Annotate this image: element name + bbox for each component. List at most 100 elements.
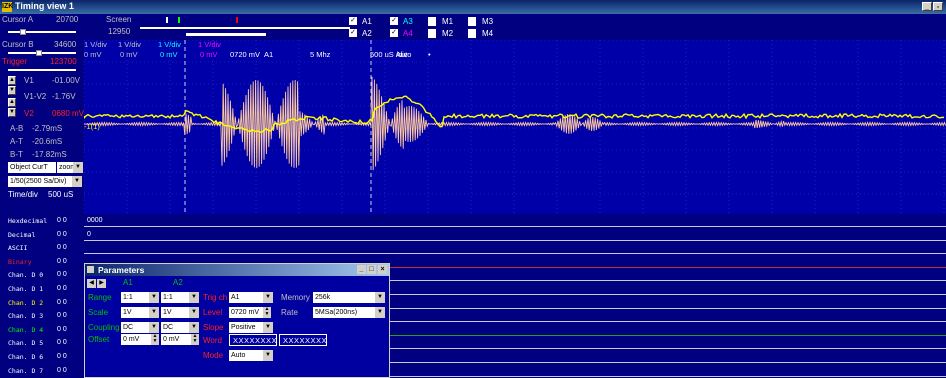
- window-titlebar: IZK Timing view 1 _ ▫: [0, 0, 946, 14]
- v1-down-button[interactable]: ▼: [8, 86, 16, 95]
- slope-select[interactable]: Positive ▼: [229, 322, 273, 333]
- ch4-offset-label: 0 mV: [200, 50, 218, 59]
- ch2-volt-label: 1 V/div: [118, 40, 141, 49]
- parameters-titlebar: Parameters _ □ ×: [85, 264, 389, 276]
- chevron-down-icon: ▼: [375, 292, 385, 303]
- chevron-down-icon: ▼: [149, 322, 159, 333]
- channel-m1-label: M1: [442, 17, 453, 26]
- mode-select[interactable]: Auto ▼: [229, 350, 273, 361]
- range-a2-select[interactable]: 1:1 ▼: [161, 292, 199, 303]
- chevron-down-icon: ▼: [263, 322, 273, 333]
- memory-select[interactable]: 256k ▼: [313, 292, 385, 303]
- prev-arrow-icon[interactable]: ◀: [87, 279, 96, 288]
- range-label: Range: [88, 293, 112, 302]
- channel-m3-label: M3: [482, 17, 493, 26]
- scale-a2-select[interactable]: 1V ▼: [161, 307, 199, 318]
- close-icon[interactable]: ▫: [933, 2, 943, 11]
- logic-row-value: 0 0: [57, 367, 67, 374]
- object-select[interactable]: Object CurT: [8, 162, 56, 173]
- channel-a1-checkbox[interactable]: ✓: [349, 17, 357, 25]
- logic-row-value: 0 0: [57, 299, 67, 306]
- cursor-a-slider-thumb[interactable]: [20, 29, 26, 35]
- channel-a3-checkbox[interactable]: ✓: [390, 17, 398, 25]
- logic-row-label: Chan. D 1: [8, 285, 43, 293]
- close-icon[interactable]: ×: [378, 265, 387, 274]
- screen-window-bar: [186, 33, 266, 36]
- logic-row-trace: [84, 240, 946, 241]
- level-input[interactable]: 0720 mV: [229, 307, 263, 318]
- memory-label: Memory: [281, 293, 310, 302]
- offset-a1-value: 0 mV: [123, 336, 139, 343]
- window-title: Timing view 1: [15, 1, 74, 11]
- offset-a1-spinner[interactable]: ▲ ▼: [151, 334, 159, 345]
- channel-m2-toggle[interactable]: [428, 29, 436, 38]
- bt-value: -17.82mS: [32, 150, 67, 159]
- coupling-a1-select[interactable]: DC ▼: [121, 322, 159, 333]
- maximize-icon[interactable]: □: [367, 265, 376, 274]
- ch3-volt-label: 1 V/div: [158, 40, 181, 49]
- trigger-slider[interactable]: [8, 69, 76, 71]
- channel-m1-toggle[interactable]: [428, 17, 436, 26]
- scale-a1-value: 1V: [123, 309, 132, 316]
- channel-a4-checkbox[interactable]: ✓: [390, 29, 398, 37]
- logic-row-label: Chan. D 3: [8, 312, 43, 320]
- offset-a2-input[interactable]: 0 mV: [161, 334, 191, 345]
- channel-m4-toggle[interactable]: [468, 29, 476, 38]
- screen-marker-b: [178, 17, 180, 23]
- logic-row-value: 0 0: [57, 244, 67, 251]
- word-a-field[interactable]: XXXXXXXX: [229, 334, 277, 346]
- minimize-icon[interactable]: _: [357, 265, 366, 274]
- logic-row-label: Decimal: [8, 231, 35, 239]
- coupling-a2-select[interactable]: DC ▼: [161, 322, 199, 333]
- top-control-bar: Cursor A 20700 Screen 12950 ✓ A1 ✓ A2 ✓ …: [0, 14, 946, 40]
- logic-row-trace: [84, 253, 946, 254]
- channel-a2-label: A2: [362, 29, 372, 38]
- trigger-channel-readout: A1: [264, 50, 273, 59]
- offset-a1-input[interactable]: 0 mV: [121, 334, 151, 345]
- range-a1-select[interactable]: 1:1 ▼: [121, 292, 159, 303]
- rate-value: 5MSa(200ns): [315, 309, 357, 316]
- v1-up-button[interactable]: ▲: [8, 76, 16, 85]
- logic-row-value: 0 0: [57, 231, 67, 238]
- ab-label: A-B: [10, 124, 23, 133]
- app-icon: IZK: [2, 2, 12, 12]
- offset-a2-spinner[interactable]: ▲ ▼: [191, 334, 199, 345]
- range-a2-value: 1:1: [163, 294, 173, 301]
- logic-row-value: 0 0: [57, 285, 67, 292]
- v2-value: 0680 mV: [52, 109, 84, 118]
- cursor-b-value: 34600: [54, 40, 76, 49]
- minimize-icon[interactable]: _: [922, 2, 932, 11]
- v2-up-button[interactable]: ▲: [8, 98, 16, 107]
- v2-down-button[interactable]: ▼: [8, 108, 16, 117]
- channel-a2-checkbox[interactable]: ✓: [349, 29, 357, 37]
- v1v2-label: V1-V2: [24, 92, 46, 101]
- chevron-down-icon: ▼: [263, 350, 273, 361]
- level-spinner[interactable]: ▲ ▼: [263, 307, 271, 318]
- ch1-offset-label: 0 mV: [84, 50, 102, 59]
- oscilloscope-display[interactable]: 1 V/div 0 mV 1 V/div 0 mV 1 V/div 0 mV 1…: [84, 40, 946, 214]
- at-value: -20.6mS: [32, 137, 62, 146]
- channel-m3-toggle[interactable]: [468, 17, 476, 26]
- trigger-value: 123700: [50, 57, 77, 66]
- logic-row-label: Chan. D 7: [8, 367, 43, 375]
- screen-label: Screen: [106, 15, 131, 24]
- channel-a4-label: A4: [403, 29, 413, 38]
- chevron-down-icon: ▼: [263, 292, 273, 303]
- trig-ch-select[interactable]: A1 ▼: [229, 292, 273, 303]
- chevron-down-icon: ▼: [73, 162, 83, 173]
- channel-a1-label: A1: [362, 17, 372, 26]
- next-arrow-icon[interactable]: ▶: [97, 279, 106, 288]
- zoom-select[interactable]: zoom ▼: [57, 162, 83, 173]
- logic-row-value: 0 0: [57, 339, 67, 346]
- trig-ch-label: Trig ch: [203, 293, 227, 302]
- cursor-b-slider-thumb[interactable]: [36, 50, 42, 56]
- ch2-offset-label: 0 mV: [120, 50, 138, 59]
- logic-row-label: Chan. D 5: [8, 339, 43, 347]
- cursor-b-slider[interactable]: [8, 52, 76, 54]
- cursor-a-slider[interactable]: [8, 31, 76, 33]
- screen-slider[interactable]: [140, 27, 350, 29]
- rate-select[interactable]: 5MSa(200ns) ▼: [313, 307, 385, 318]
- word-b-field[interactable]: XXXXXXXX: [279, 334, 327, 346]
- sample-rate-select[interactable]: 1/50(2500 Sa/Div) ▼: [8, 176, 82, 187]
- scale-a1-select[interactable]: 1V ▼: [121, 307, 159, 318]
